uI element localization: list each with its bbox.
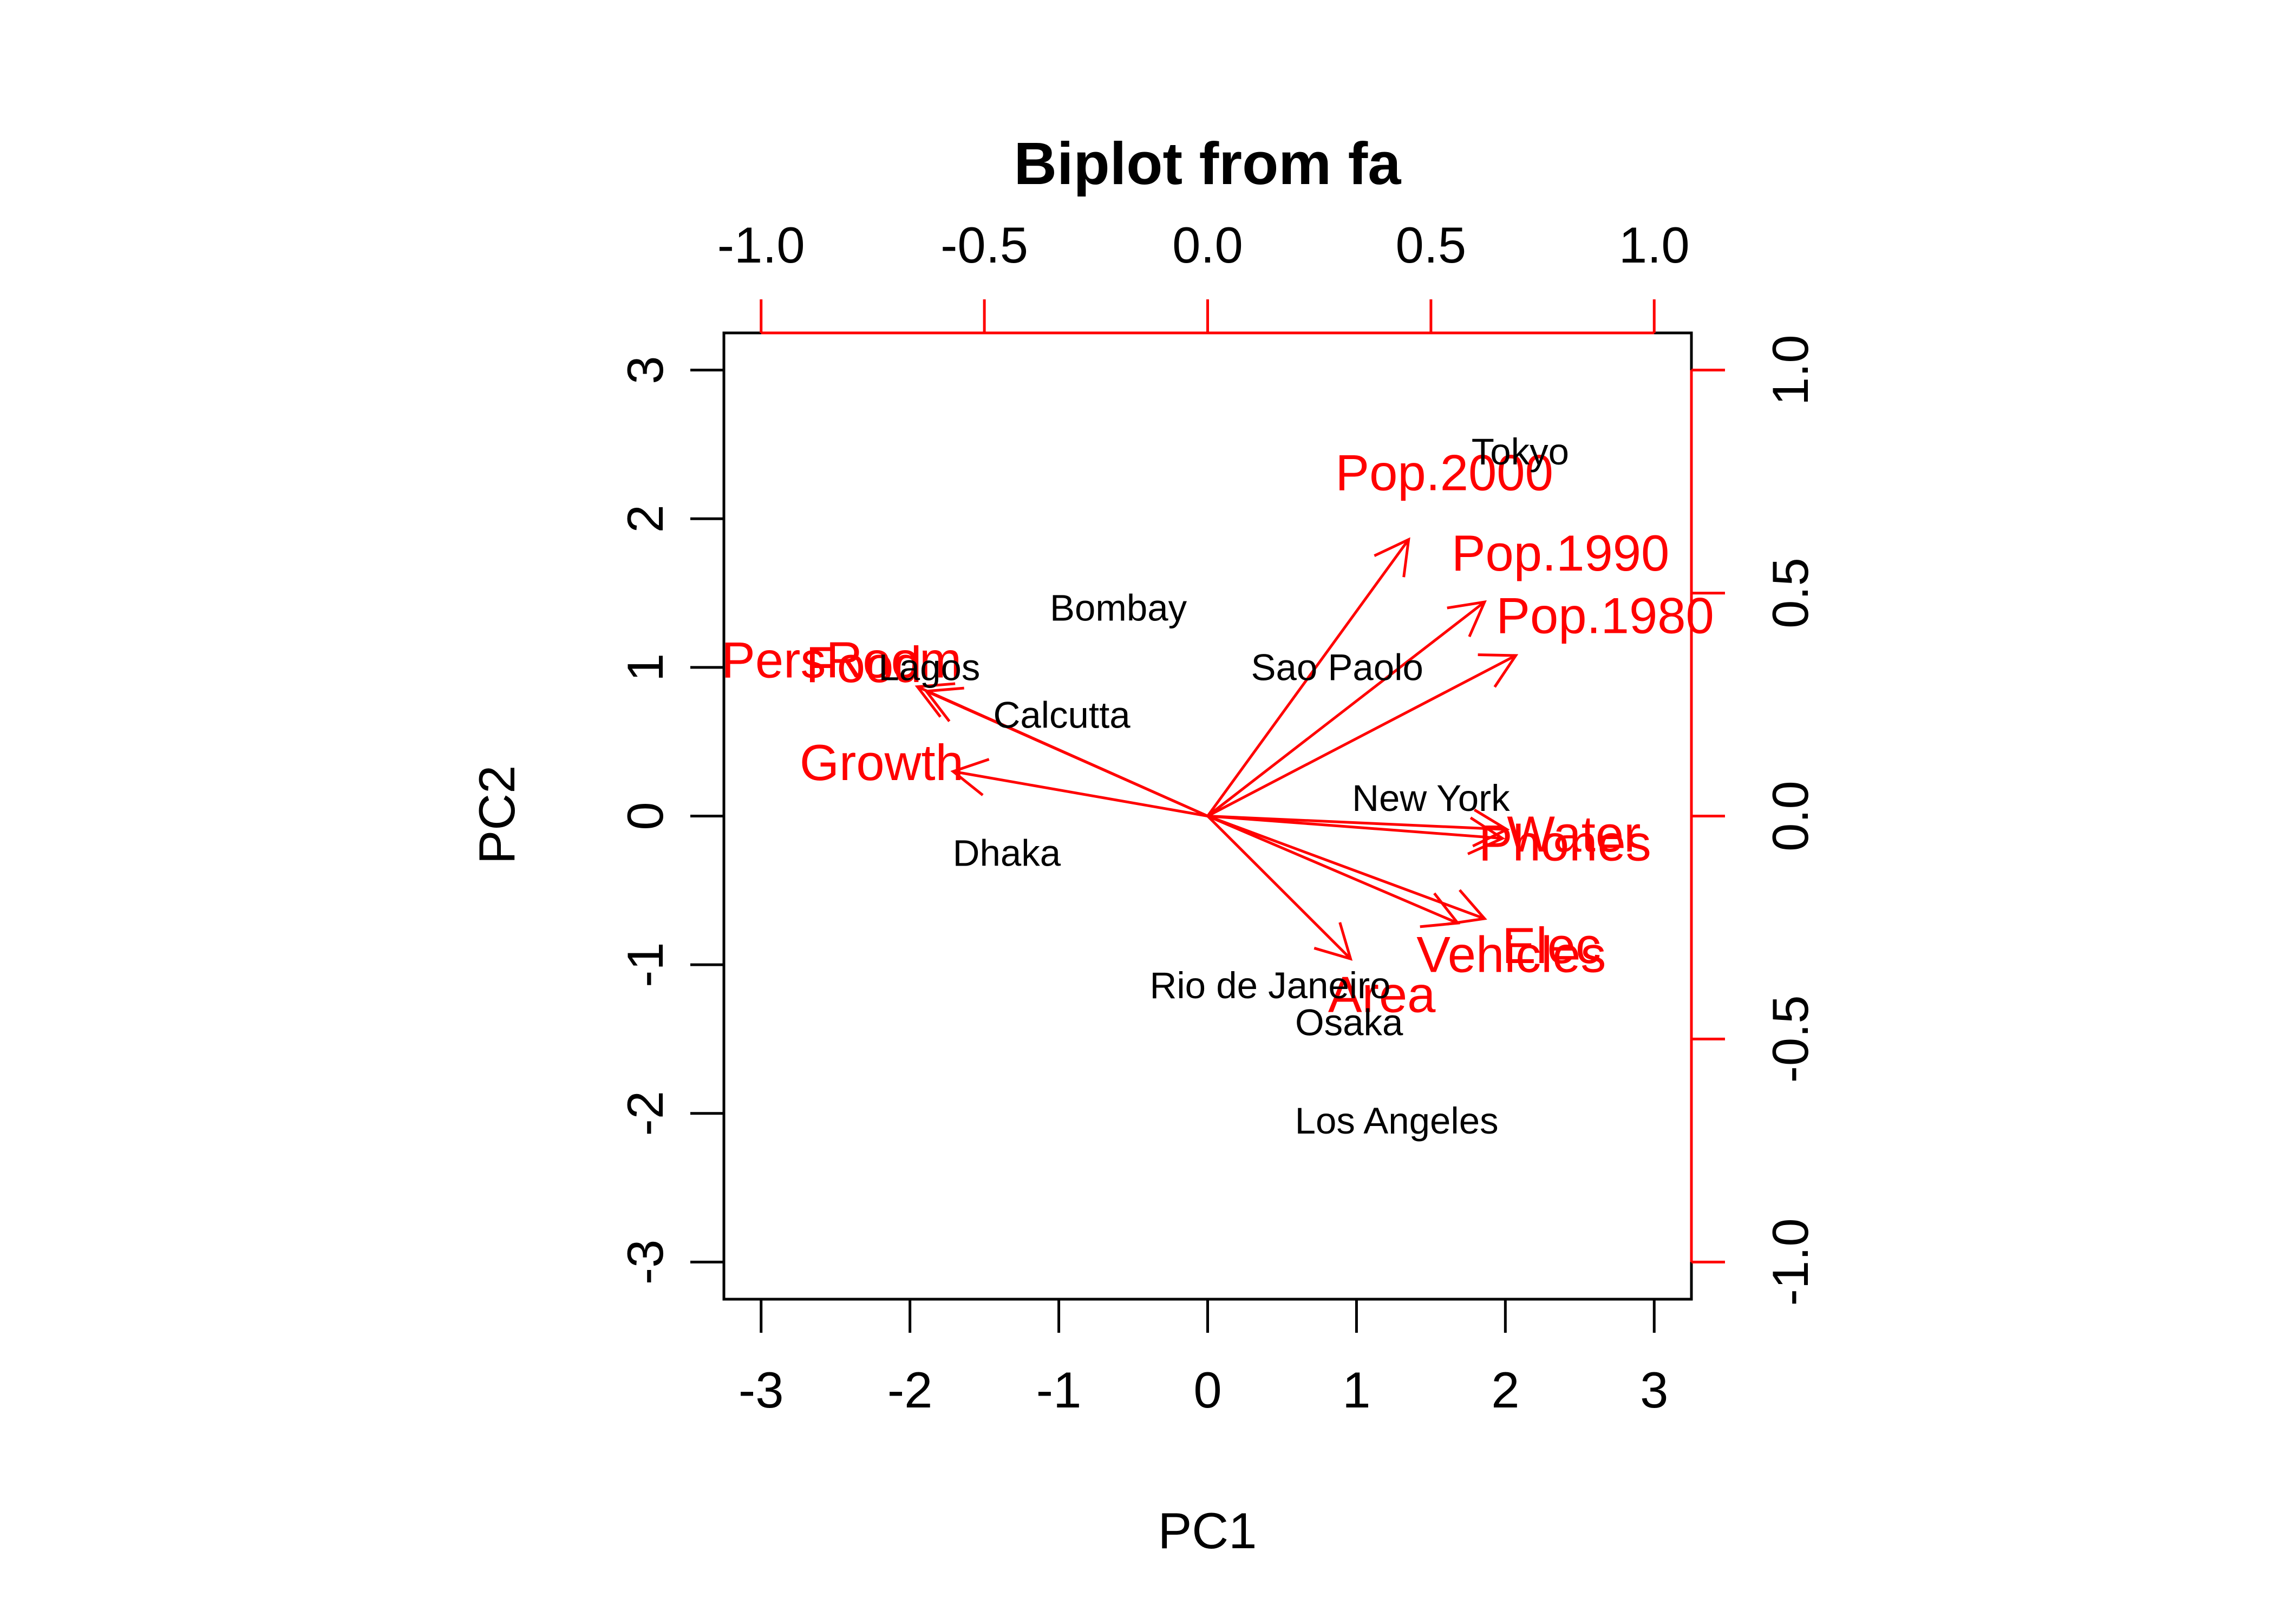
loading-label: Water (1507, 806, 1641, 862)
loading-arrow: Area (1206, 815, 1436, 1023)
top-tick-label: 0.0 (1172, 217, 1243, 273)
loading-label: Vehicles (1416, 926, 1606, 983)
loading-arrow-head (1472, 808, 1510, 848)
loading-arrow-head (1314, 922, 1353, 961)
loading-arrow: Pop.1990 (1206, 525, 1669, 817)
top-tick-label: 1.0 (1619, 217, 1690, 273)
loading-label: Elec (1502, 917, 1601, 974)
y-tick-label: 2 (617, 505, 674, 533)
loading-arrow-head (950, 758, 990, 796)
loading-label: Phones (1479, 814, 1651, 871)
loading-arrow-head (1478, 653, 1519, 688)
loading-label: Area (1328, 966, 1436, 1023)
x-tick-label: -2 (887, 1361, 933, 1418)
point-label: Lagos (878, 646, 980, 688)
chart-title: Biplot from fa (1014, 130, 1402, 197)
loading-arrow-head (1447, 889, 1487, 926)
x-tick-label: 1 (1342, 1361, 1370, 1418)
loading-arrow: Vehicles (1207, 815, 1606, 983)
loading-arrow-shaft (1206, 539, 1410, 817)
y-tick-label: 0 (617, 802, 674, 830)
loading-arrow: Pop.2000 (1206, 444, 1553, 817)
y-tick-label: 3 (617, 356, 674, 384)
top-tick-label: -0.5 (940, 217, 1028, 273)
loading-arrow-shaft (1207, 815, 1485, 920)
point-label: Dhaka (953, 833, 1061, 874)
loading-arrow-head (1420, 892, 1461, 928)
loading-arrow-shaft (1206, 815, 1352, 960)
point-label: Osaka (1295, 1002, 1403, 1044)
right-tick-label: 1.0 (1762, 335, 1819, 405)
x-axis-label: PC1 (1158, 1502, 1257, 1559)
right-tick-label: 0.5 (1762, 558, 1819, 628)
y-tick-label: 1 (617, 653, 674, 682)
loading-label: Food (806, 636, 922, 693)
loading-arrow-shaft (1207, 815, 1459, 925)
x-tick-label: 0 (1193, 1361, 1221, 1418)
right-loading-axis: -1.0 -0.5 0.0 0.5 1.0 (1690, 335, 1819, 1306)
loading-arrow-shaft (925, 690, 1208, 817)
loading-arrow-shaft (1207, 815, 1503, 840)
loading-label: Pop.1980 (1496, 587, 1714, 644)
loading-arrow-head (1374, 537, 1410, 578)
loading-label: PersRoom (721, 632, 962, 689)
y-tick-label: -3 (617, 1240, 674, 1285)
loading-label: Pop.2000 (1335, 444, 1553, 501)
point-label: Tokyo (1472, 431, 1569, 473)
point-label: Sao Paolo (1251, 646, 1423, 688)
top-tick-label: -1.0 (717, 217, 805, 273)
point-label: Los Angeles (1295, 1100, 1499, 1142)
right-tick-label: -0.5 (1762, 995, 1819, 1083)
loading-arrow-head (1447, 600, 1487, 638)
x-tick-label: 2 (1491, 1361, 1519, 1418)
loading-arrow-shaft (1207, 815, 1507, 831)
point-label: Bombay (1050, 587, 1187, 629)
loading-arrow-shaft (1207, 654, 1517, 817)
loading-label: Pop.1990 (1452, 525, 1669, 581)
y-axis-label: PC2 (468, 765, 525, 865)
left-axis: -3 -2 -1 0 1 2 3 (617, 356, 726, 1285)
x-tick-label: -3 (739, 1361, 784, 1418)
loading-arrow-shaft (1206, 601, 1486, 817)
loading-arrow: Food (806, 636, 1208, 817)
loading-arrow: Phones (1207, 814, 1651, 871)
loading-arrow: Elec (1207, 815, 1601, 974)
loading-arrow: Pop.1980 (1207, 587, 1714, 817)
x-tick-label: -1 (1036, 1361, 1082, 1418)
x-tick-label: 3 (1640, 1361, 1668, 1418)
loading-arrow: Water (1207, 806, 1641, 862)
top-loading-axis: -1.0 -0.5 0.0 0.5 1.0 (717, 217, 1690, 335)
loading-label: Growth (800, 734, 964, 791)
loading-arrow-head (924, 686, 964, 722)
y-tick-label: -1 (617, 942, 674, 987)
point-label: New York (1352, 777, 1510, 819)
point-label: Rio de Janeiro (1149, 965, 1390, 1006)
right-tick-label: -1.0 (1762, 1218, 1819, 1306)
point-label: Calcutta (994, 694, 1131, 736)
y-tick-label: -2 (617, 1091, 674, 1136)
loading-arrow: Growth (800, 734, 1208, 817)
loading-arrow-head (914, 682, 956, 718)
loading-arrow-head (1467, 816, 1506, 855)
bottom-axis: -3 -2 -1 0 1 2 3 (739, 1298, 1668, 1418)
right-tick-label: 0.0 (1762, 781, 1819, 852)
loading-arrow-shaft (952, 770, 1208, 817)
observation-labels: Tokyo Bombay Sao Paolo Lagos Calcutta New Yor… (878, 431, 1569, 1142)
top-tick-label: 0.5 (1396, 217, 1467, 273)
